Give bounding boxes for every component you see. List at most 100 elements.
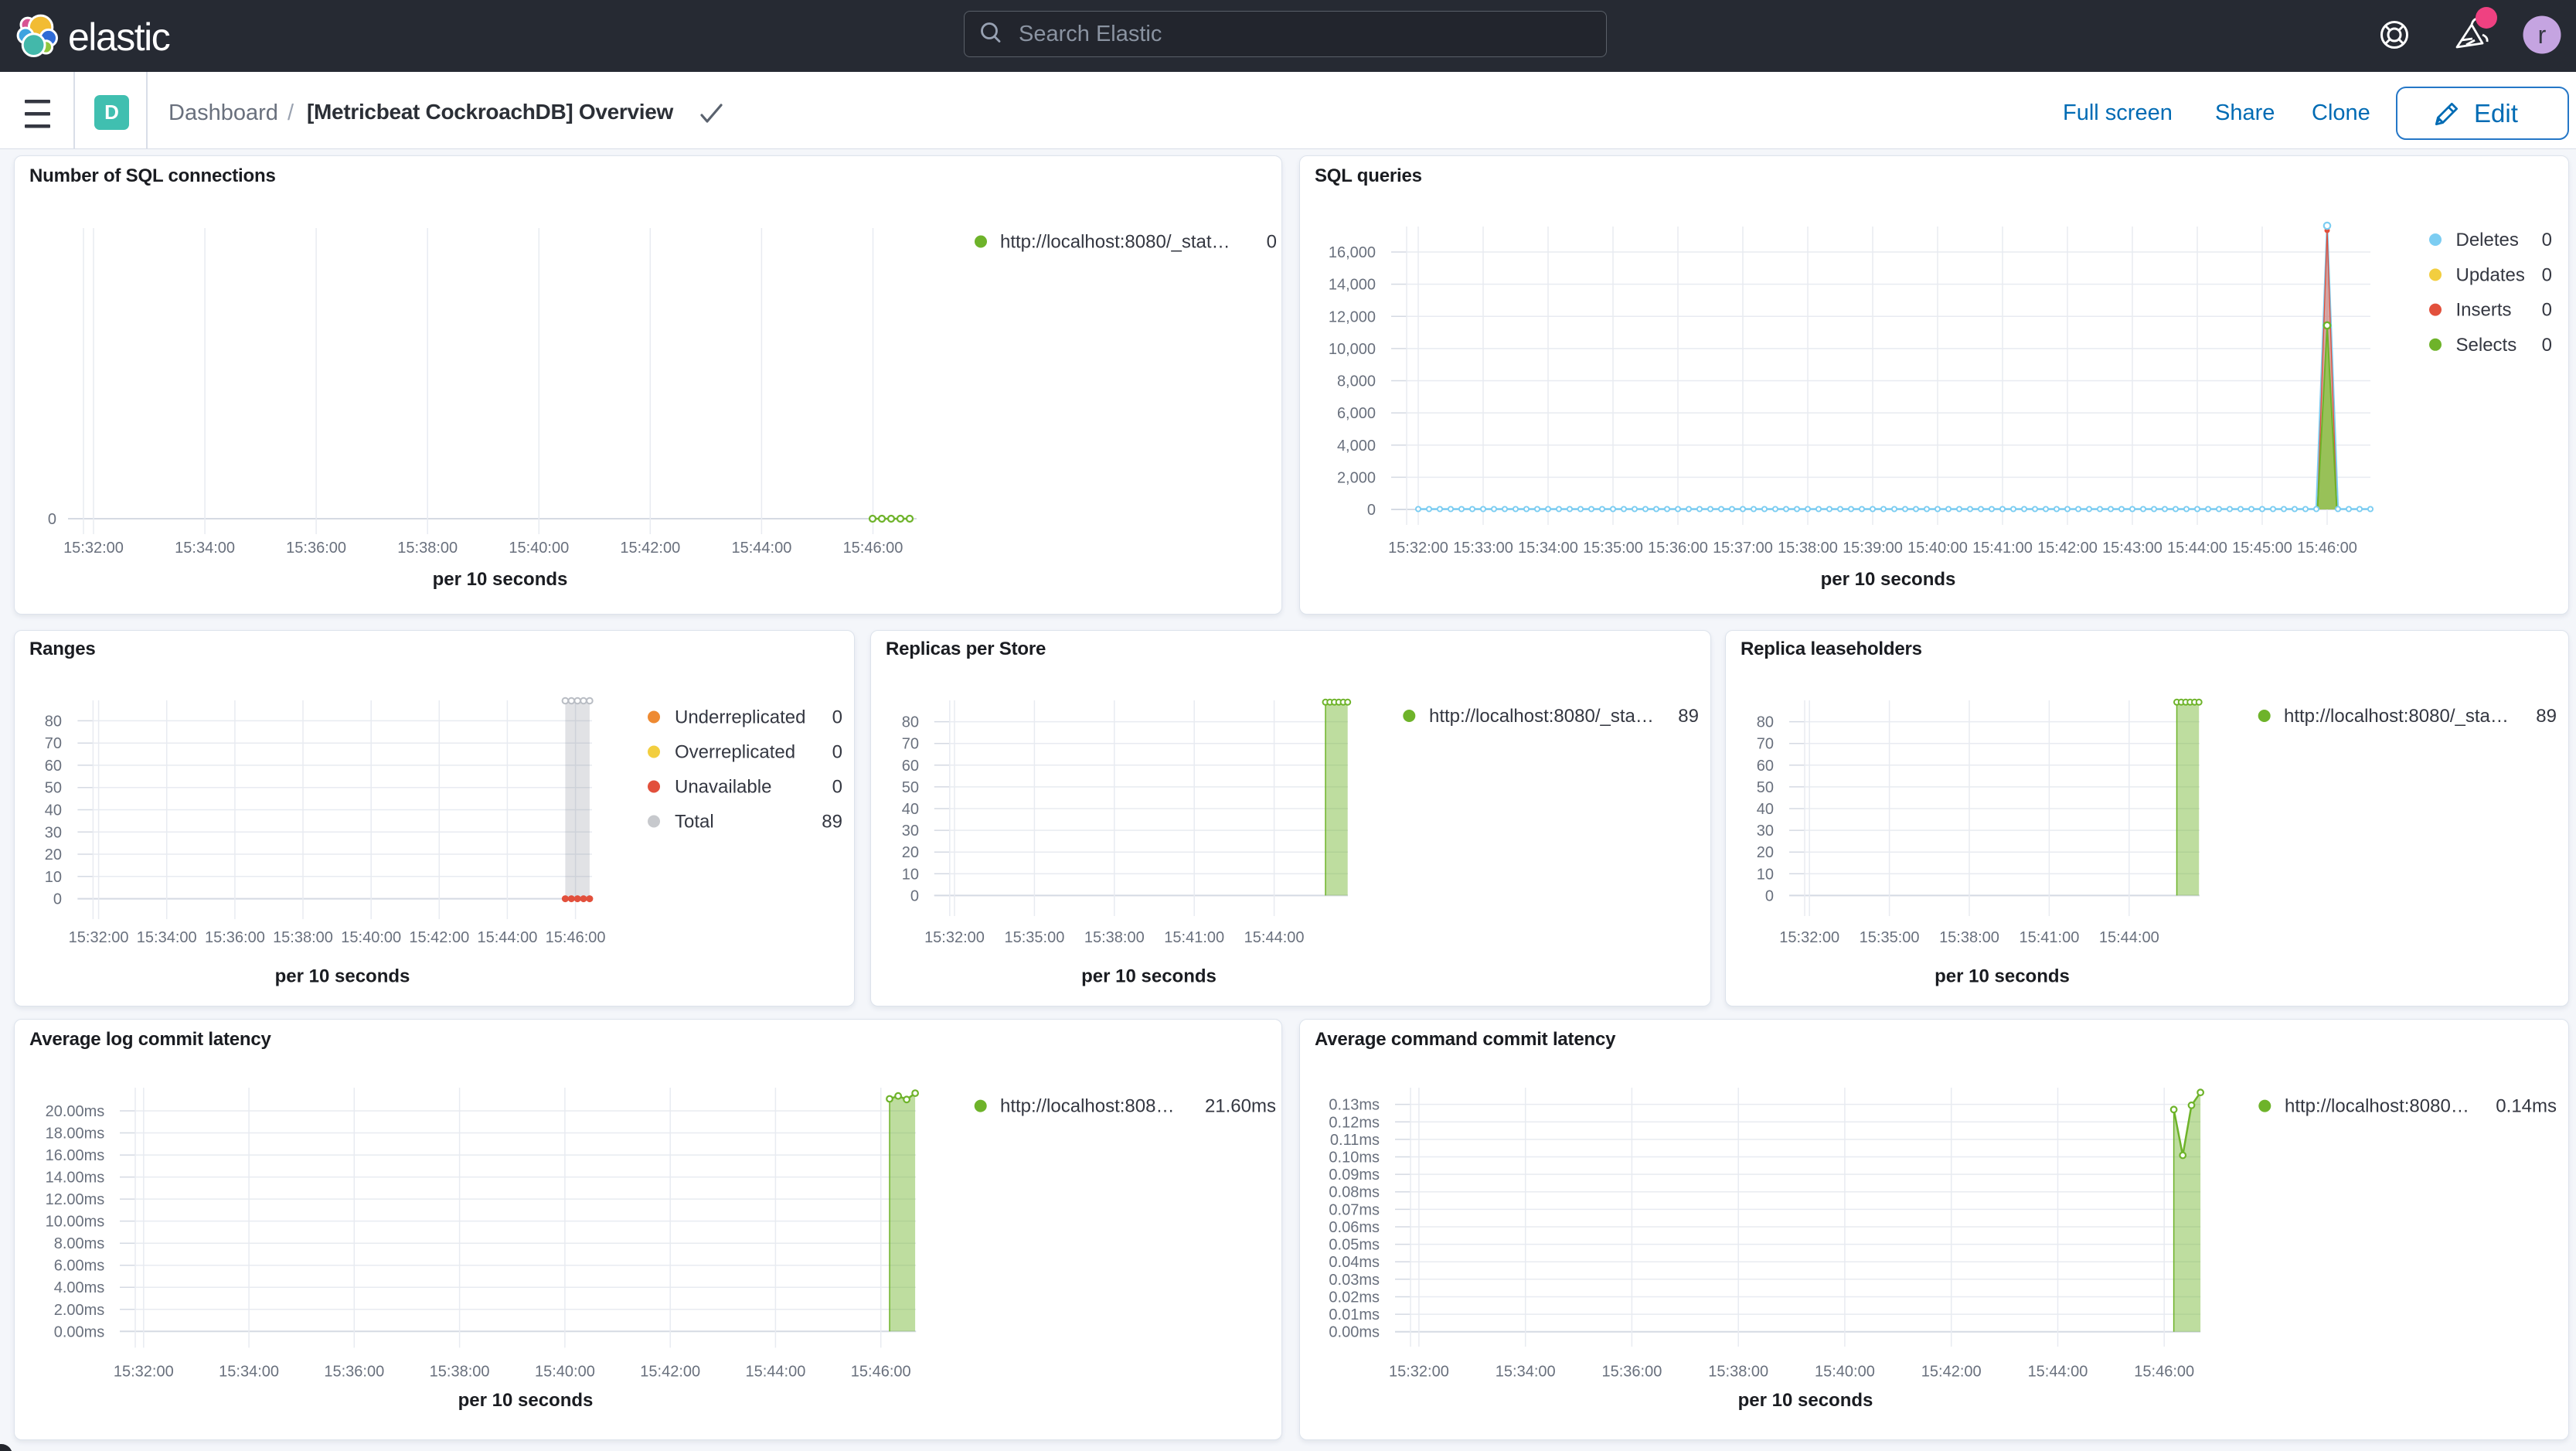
svg-text:50: 50 [902,779,919,796]
svg-text:0: 0 [1367,502,1376,519]
svg-text:15:44:00: 15:44:00 [731,540,791,557]
svg-text:15:41:00: 15:41:00 [1972,540,2033,557]
svg-text:Total: Total [675,812,714,833]
svg-text:15:32:00: 15:32:00 [924,929,985,946]
svg-text:15:32:00: 15:32:00 [69,929,129,946]
svg-text:0: 0 [2542,230,2552,250]
svg-text:2,000: 2,000 [1337,469,1376,486]
svg-text:15:35:00: 15:35:00 [1860,929,1920,946]
svg-text:15:37:00: 15:37:00 [1713,540,1773,557]
svg-text:http://localhost:8080/_sta…: http://localhost:8080/_sta… [1429,706,1654,727]
svg-text:0.14ms: 0.14ms [2496,1096,2557,1117]
svg-text:50: 50 [45,780,62,797]
svg-text:Inserts: Inserts [2456,300,2512,321]
svg-text:8,000: 8,000 [1337,373,1376,390]
svg-text:15:36:00: 15:36:00 [205,929,265,946]
svg-text:2.00ms: 2.00ms [54,1302,105,1319]
svg-text:0.06ms: 0.06ms [1329,1219,1380,1236]
svg-text:20: 20 [902,844,919,861]
svg-text:SQL queries: SQL queries [1315,165,1422,186]
svg-text:89: 89 [1678,706,1699,727]
svg-text:70: 70 [45,735,62,752]
svg-text:15:32:00: 15:32:00 [114,1364,174,1381]
svg-text:14.00ms: 14.00ms [46,1170,105,1187]
svg-text:r: r [2538,21,2547,49]
svg-text:60: 60 [1757,758,1774,775]
svg-text:0.04ms: 0.04ms [1329,1254,1380,1271]
svg-text:89: 89 [822,812,842,833]
svg-text:15:44:00: 15:44:00 [2028,1364,2088,1381]
svg-text:15:38:00: 15:38:00 [1708,1364,1768,1381]
svg-text:4.00ms: 4.00ms [54,1279,105,1296]
svg-text:80: 80 [1757,714,1774,731]
svg-text:0.12ms: 0.12ms [1329,1114,1380,1131]
svg-text:15:36:00: 15:36:00 [1648,540,1708,557]
svg-text:per 10 seconds: per 10 seconds [433,569,568,590]
svg-text:http://localhost:8080/_sta…: http://localhost:8080/_sta… [2284,706,2509,727]
svg-text:10: 10 [1757,866,1774,883]
svg-text:15:40:00: 15:40:00 [341,929,401,946]
svg-text:15:46:00: 15:46:00 [851,1364,911,1381]
svg-text:15:43:00: 15:43:00 [2102,540,2163,557]
svg-text:0.03ms: 0.03ms [1329,1272,1380,1289]
svg-text:80: 80 [902,714,919,731]
svg-text:60: 60 [902,758,919,775]
svg-text:0: 0 [910,887,919,904]
svg-text:70: 70 [902,736,919,753]
svg-text:15:46:00: 15:46:00 [2134,1364,2194,1381]
svg-text:40: 40 [45,802,62,819]
svg-text:per 10 seconds: per 10 seconds [275,966,410,986]
svg-text:0: 0 [53,891,62,908]
svg-text:Ranges: Ranges [29,639,96,659]
svg-text:http://localhost:808…: http://localhost:808… [1000,1096,1174,1117]
svg-text:Average command commit latency: Average command commit latency [1315,1029,1616,1050]
svg-text:15:33:00: 15:33:00 [1453,540,1513,557]
svg-text:Deletes: Deletes [2456,230,2519,250]
svg-text:4,000: 4,000 [1337,438,1376,455]
svg-text:40: 40 [1757,801,1774,818]
svg-text:15:44:00: 15:44:00 [2099,929,2159,946]
svg-text:0.02ms: 0.02ms [1329,1289,1380,1306]
svg-text:15:32:00: 15:32:00 [1388,540,1448,557]
svg-text:Replicas per Store: Replicas per Store [886,639,1046,659]
svg-text:15:41:00: 15:41:00 [1164,929,1224,946]
svg-text:15:35:00: 15:35:00 [1004,929,1064,946]
svg-text:20: 20 [1757,844,1774,861]
svg-text:Number of SQL connections: Number of SQL connections [29,165,276,186]
svg-text:http://localhost:8080/_stat…: http://localhost:8080/_stat… [1000,232,1230,253]
svg-text:15:40:00: 15:40:00 [535,1364,595,1381]
svg-text:per 10 seconds: per 10 seconds [1081,966,1217,986]
svg-text:21.60ms: 21.60ms [1205,1096,1276,1117]
svg-text:80: 80 [45,713,62,730]
svg-text:0.08ms: 0.08ms [1329,1184,1380,1201]
svg-text:15:36:00: 15:36:00 [1601,1364,1662,1381]
svg-text:15:44:00: 15:44:00 [2167,540,2227,557]
svg-text:15:40:00: 15:40:00 [509,540,569,557]
svg-text:15:34:00: 15:34:00 [175,540,235,557]
svg-text:http://localhost:8080…: http://localhost:8080… [2285,1096,2469,1117]
svg-text:0: 0 [1267,232,1277,253]
svg-text:15:42:00: 15:42:00 [409,929,469,946]
svg-text:16.00ms: 16.00ms [46,1147,105,1164]
svg-text:0.00ms: 0.00ms [1329,1324,1380,1341]
svg-text:15:38:00: 15:38:00 [397,540,458,557]
svg-text:12,000: 12,000 [1329,308,1376,325]
svg-text:per 10 seconds: per 10 seconds [1935,966,2070,986]
svg-text:Updates: Updates [2456,264,2525,285]
svg-text:10: 10 [902,866,919,883]
svg-text:15:46:00: 15:46:00 [2297,540,2357,557]
svg-text:10,000: 10,000 [1329,341,1376,358]
svg-text:6,000: 6,000 [1337,405,1376,422]
svg-text:30: 30 [1757,823,1774,840]
svg-text:6.00ms: 6.00ms [54,1258,105,1275]
svg-text:15:42:00: 15:42:00 [1921,1364,1982,1381]
svg-text:70: 70 [1757,736,1774,753]
svg-text:30: 30 [902,823,919,840]
svg-text:0: 0 [832,742,842,763]
svg-text:18.00ms: 18.00ms [46,1126,105,1143]
svg-text:15:35:00: 15:35:00 [1583,540,1643,557]
svg-text:15:38:00: 15:38:00 [273,929,333,946]
svg-text:15:34:00: 15:34:00 [219,1364,279,1381]
svg-text:15:46:00: 15:46:00 [843,540,903,557]
svg-text:elastic: elastic [68,15,170,59]
